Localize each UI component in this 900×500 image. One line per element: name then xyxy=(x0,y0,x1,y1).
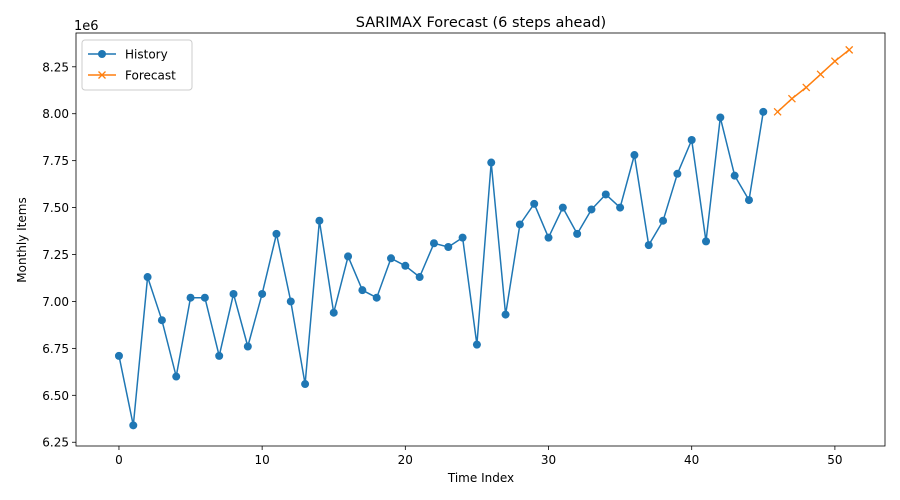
history-data-point xyxy=(229,289,238,298)
x-tick-label: 20 xyxy=(398,453,413,467)
history-data-point xyxy=(601,190,610,199)
history-data-point xyxy=(730,171,739,180)
y-tick-label: 8.25 xyxy=(42,60,69,74)
history-data-point xyxy=(372,293,381,302)
axis-ticks: 0 10 20 30 40 50 6.25 6.50 6.75 7.00 7.25 7.50 7.75 8… xyxy=(42,60,842,467)
forecast-data-point xyxy=(773,107,782,116)
history-data-point xyxy=(487,158,496,167)
history-data-point xyxy=(759,107,768,116)
history-data-point xyxy=(587,205,596,214)
history-data-point xyxy=(444,243,453,252)
forecast-data-point xyxy=(845,45,854,54)
y-tick-label: 6.25 xyxy=(42,436,69,450)
forecast-data-point xyxy=(802,83,811,92)
legend-box xyxy=(81,39,193,91)
history-data-point xyxy=(515,220,524,229)
y-axis-label: Monthly Items xyxy=(15,197,29,282)
y-tick-label: 7.25 xyxy=(42,248,69,262)
history-data-point xyxy=(401,261,410,270)
history-data-point xyxy=(702,237,711,246)
history-series-line xyxy=(118,111,765,427)
history-data-point xyxy=(558,203,567,212)
history-data-point xyxy=(315,216,324,225)
history-data-point xyxy=(344,252,353,261)
history-data-point xyxy=(301,380,310,389)
history-data-point xyxy=(415,273,424,282)
history-data-point xyxy=(573,229,582,238)
history-data-point xyxy=(716,113,725,122)
history-data-point xyxy=(630,151,639,160)
history-data-point xyxy=(143,273,152,282)
history-data-point xyxy=(387,254,396,263)
y-tick-label: 8.00 xyxy=(42,107,69,121)
history-data-point xyxy=(501,310,510,319)
history-data-point xyxy=(358,286,367,295)
history-data-point xyxy=(114,351,123,360)
history-data-point xyxy=(215,351,224,360)
history-data-point xyxy=(644,241,653,250)
x-tick-label: 50 xyxy=(827,453,842,467)
y-tick-label: 6.50 xyxy=(42,389,69,403)
history-data-point xyxy=(258,289,267,298)
history-data-point xyxy=(458,233,467,242)
y-tick-label: 7.75 xyxy=(42,154,69,168)
history-data-point xyxy=(200,293,209,302)
forecast-data-point xyxy=(830,57,839,66)
y-tick-label: 6.75 xyxy=(42,342,69,356)
legend-history-marker xyxy=(98,50,106,58)
history-data-point xyxy=(659,216,668,225)
y-tick-label: 7.00 xyxy=(42,295,69,309)
history-data-point xyxy=(286,297,295,306)
history-data-point xyxy=(243,342,252,351)
history-data-point xyxy=(472,340,481,349)
history-data-point xyxy=(530,199,539,208)
history-data-point xyxy=(272,229,281,238)
y-axis-offset-text: 1e6 xyxy=(74,19,99,34)
legend-forecast-label: Forecast xyxy=(125,69,176,83)
history-data-point xyxy=(744,196,753,205)
x-tick-label: 10 xyxy=(255,453,270,467)
chart-title: SARIMAX Forecast (6 steps ahead) xyxy=(356,15,606,31)
history-data-point xyxy=(616,203,625,212)
history-data-point xyxy=(172,372,181,381)
legend-history-label: History xyxy=(125,48,168,62)
history-data-point xyxy=(157,316,166,325)
history-data-point xyxy=(687,136,696,145)
plot-series xyxy=(114,45,854,430)
legend: History Forecast xyxy=(81,39,193,91)
legend-forecast-marker xyxy=(98,71,106,79)
x-tick-label: 0 xyxy=(115,453,123,467)
forecast-data-point xyxy=(816,70,825,79)
y-tick-label: 7.50 xyxy=(42,201,69,215)
x-tick-label: 30 xyxy=(541,453,556,467)
forecast-data-point xyxy=(787,94,796,103)
history-data-point xyxy=(329,308,338,317)
plot-frame xyxy=(75,32,886,447)
x-axis-label: Time Index xyxy=(447,471,514,485)
history-data-point xyxy=(186,293,195,302)
history-data-point xyxy=(429,239,438,248)
history-data-point xyxy=(129,421,138,430)
history-data-point xyxy=(544,233,553,242)
x-tick-label: 40 xyxy=(684,453,699,467)
history-data-point xyxy=(673,169,682,178)
